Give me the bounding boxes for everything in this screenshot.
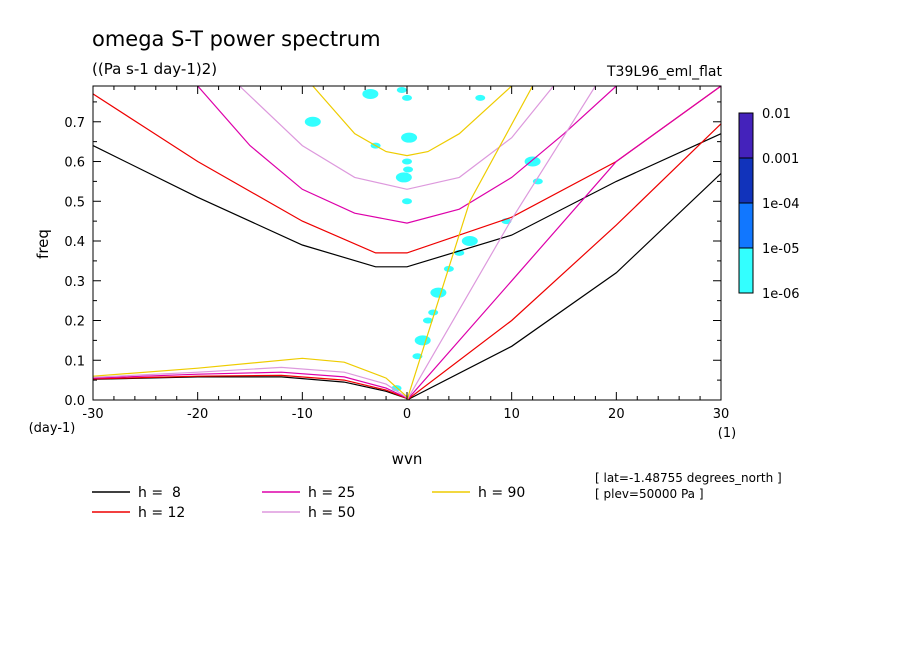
curve-rossby-h12 [93, 374, 408, 399]
y-tick-label: 0.3 [64, 275, 85, 290]
curve-ig-h25 [197, 86, 617, 224]
power-contour-blob [428, 309, 439, 316]
curve-kelvin-h12 [406, 123, 721, 400]
power-contour-blob [402, 158, 412, 165]
power-contour-blob [414, 335, 431, 346]
y-tick-label: 0.6 [64, 156, 85, 171]
curve-rossby-h25 [93, 371, 408, 399]
curve-rossby-h50 [93, 366, 408, 399]
chart-subtitle: ((Pa s-1 day-1)2) [92, 60, 217, 78]
y-axis-unit: (day-1) [29, 421, 76, 436]
power-contour-blob [304, 116, 321, 127]
power-contour-blob [396, 86, 407, 93]
colorbar-label: 1e-04 [762, 197, 800, 212]
y-tick-label: 0.1 [64, 354, 85, 369]
colorbar-swatch [738, 247, 754, 294]
x-axis-label: wvn [392, 450, 423, 468]
y-axis-label: freq [34, 229, 52, 259]
curve-rossby-h8 [93, 376, 408, 399]
chart-title: omega S-T power spectrum [92, 27, 381, 51]
colorbar-swatch [738, 112, 754, 159]
x-tick-label: -30 [82, 407, 103, 422]
y-tick-label: 0.0 [64, 394, 85, 409]
y-tick-label: 0.4 [64, 235, 85, 250]
x-tick-label: -10 [292, 407, 313, 422]
colorbar: 0.01 0.001 1e-04 1e-05 1e-06 [738, 107, 800, 302]
curve-kelvin-h50 [406, 86, 596, 400]
colorbar-label: 1e-05 [762, 242, 800, 257]
curve-ig-h90 [312, 86, 513, 157]
power-contour-blob [362, 88, 379, 99]
y-tick-label: 0.2 [64, 315, 85, 330]
x-axis-unit: (1) [718, 426, 736, 441]
legend-label: h = 90 [478, 485, 525, 501]
curve-ig-h8 [93, 133, 721, 268]
legend-label: h = 25 [308, 485, 355, 501]
colorbar-swatch [738, 157, 754, 204]
colorbar-label: 1e-06 [762, 287, 800, 302]
legend-label: h = 50 [308, 505, 355, 521]
legend: h = 8 h = 12 h = 25 h = 50 h = 90 [92, 485, 525, 521]
curve-kelvin-h25 [406, 86, 721, 400]
power-contour-blob [395, 172, 412, 183]
x-tick-label: 20 [608, 407, 625, 422]
power-contour-blob [430, 287, 447, 298]
y-tick-label: 0.7 [64, 116, 85, 131]
info-plev: [ plev=50000 Pa ] [595, 487, 704, 501]
colorbar-label: 0.01 [762, 107, 791, 122]
power-contour-blob [403, 166, 414, 173]
colorbar-label: 0.001 [762, 152, 799, 167]
legend-label: h = 8 [138, 485, 181, 501]
power-contour-blob [475, 94, 486, 101]
curve-ig-h12 [93, 86, 721, 254]
x-tick-label: 0 [403, 407, 411, 422]
power-contour-blob [422, 317, 433, 324]
power-contour-blob [402, 198, 412, 205]
curve-rossby-h90 [93, 357, 408, 398]
info-latitude: [ lat=-1.48755 degrees_north ] [595, 471, 782, 485]
colorbar-swatch [738, 202, 754, 249]
legend-label: h = 12 [138, 505, 185, 521]
power-contour-blob [461, 236, 478, 247]
x-tick-label: -20 [187, 407, 208, 422]
power-contour-blob [532, 178, 543, 185]
power-contour-blob [402, 94, 412, 101]
power-contour-blob [401, 132, 418, 143]
curve-kelvin-h8 [406, 172, 721, 400]
experiment-label: T39L96_eml_flat [606, 64, 723, 80]
axes: -30 -20 -10 0 10 20 30 0.0 0.1 0.2 0.3 0.4 0.5 0.6 0.7 [64, 86, 729, 422]
y-tick-label: 0.5 [64, 195, 85, 210]
x-tick-label: 10 [503, 407, 520, 422]
dispersion-curves [93, 86, 721, 400]
x-tick-label: 30 [713, 407, 730, 422]
curve-ig-h50 [239, 86, 554, 190]
curve-kelvin-h90 [406, 86, 534, 400]
